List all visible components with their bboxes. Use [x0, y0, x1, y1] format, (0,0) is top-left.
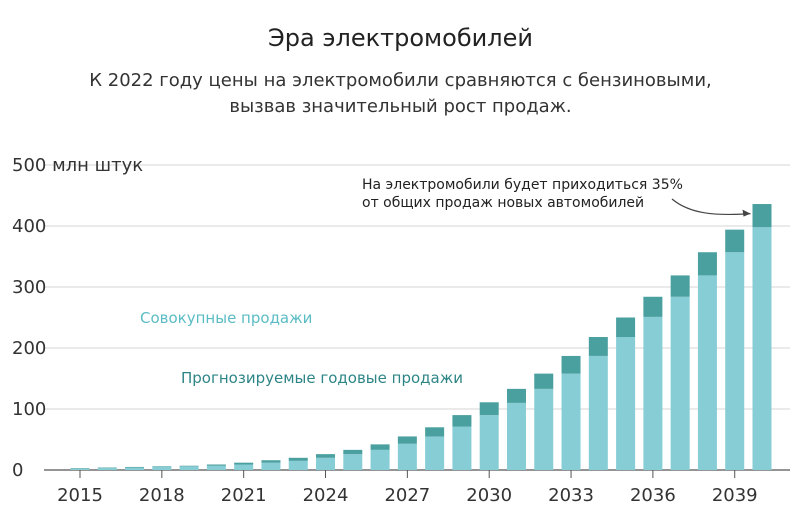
chart-title: Эра электромобилей — [268, 24, 533, 52]
bar-cumulative — [697, 275, 717, 470]
x-tick-label: 2015 — [57, 485, 103, 506]
annotation-text: На электромобили будет приходиться 35% о… — [362, 176, 683, 212]
bar-annual — [234, 462, 254, 465]
x-tick-label: 2033 — [548, 485, 594, 506]
bar-cumulative — [125, 467, 145, 470]
bar-cumulative — [70, 468, 90, 470]
bar-annual — [506, 388, 526, 403]
x-tick-label: 2018 — [139, 485, 185, 506]
bar-cumulative — [97, 468, 117, 470]
bar-annual — [479, 402, 499, 416]
legend-cumulative-label: Совокупные продажи — [140, 309, 313, 327]
bar-cumulative — [561, 373, 581, 470]
bar-annual — [152, 466, 172, 467]
bar-cumulative — [316, 457, 336, 470]
y-tick-label: 0 — [12, 460, 23, 481]
bar-cumulative — [179, 466, 199, 470]
bar-annual — [397, 436, 417, 444]
bar-cumulative — [643, 316, 663, 470]
bar-cumulative — [452, 426, 472, 470]
bar-annual — [561, 355, 581, 374]
bar-cumulative — [152, 466, 172, 470]
bar-annual — [70, 468, 90, 469]
bar-annual — [370, 444, 390, 450]
bar-annual — [316, 454, 336, 458]
bar-annual — [261, 460, 281, 463]
bar-annual — [179, 465, 199, 467]
annotation-arrow — [671, 198, 751, 216]
bar-cumulative — [234, 464, 254, 470]
bar-annual — [125, 466, 145, 468]
subtitle-line-2: вызвав значительный рост продаж. — [229, 96, 572, 117]
bar-cumulative — [370, 449, 390, 470]
bar-cumulative — [261, 462, 281, 470]
annotation-arrowhead — [742, 209, 751, 217]
bar-cumulative — [397, 443, 417, 470]
y-axis-top-label: 500 млн штук — [12, 155, 143, 176]
annotation-line-1: На электромобили будет приходиться 35% — [362, 177, 683, 193]
legend-annual-label: Прогнозируемые годовые продажи — [181, 369, 463, 387]
bar-annual — [643, 296, 663, 317]
x-tick-label: 2039 — [712, 485, 758, 506]
bar-annual — [97, 467, 117, 469]
annotation-line-2: от общих продаж новых автомобилей — [362, 195, 645, 211]
y-tick-label: 400 — [12, 216, 46, 237]
bar-cumulative — [670, 296, 690, 470]
bar-annual — [534, 373, 554, 389]
bar-annual — [725, 229, 745, 253]
bar-annual — [288, 457, 308, 461]
bar-cumulative — [479, 415, 499, 470]
x-tick-label: 2036 — [630, 485, 676, 506]
bar-annual — [452, 415, 472, 427]
bar-cumulative — [534, 388, 554, 470]
bar-annual — [697, 252, 717, 276]
bar-cumulative — [752, 227, 772, 470]
x-tick-label: 2030 — [466, 485, 512, 506]
bar-annual — [343, 449, 363, 455]
y-tick-label: 100 — [12, 399, 46, 420]
subtitle-line-1: К 2022 году цены на электромобили сравня… — [89, 70, 712, 91]
bar-cumulative — [288, 460, 308, 470]
bar-annual — [425, 427, 445, 437]
bar-cumulative — [206, 465, 226, 470]
bar-annual — [670, 275, 690, 297]
chart-subtitle: К 2022 году цены на электромобили сравня… — [0, 68, 801, 120]
bar-cumulative — [506, 402, 526, 470]
bar-annual — [588, 337, 608, 356]
x-tick-label: 2027 — [384, 485, 430, 506]
bar-cumulative — [343, 454, 363, 470]
bar-cumulative — [616, 337, 636, 470]
x-tick-label: 2024 — [303, 485, 349, 506]
y-tick-label: 200 — [12, 338, 46, 359]
y-tick-label: 300 — [12, 277, 46, 298]
bar-annual — [206, 464, 226, 466]
x-tick-label: 2021 — [221, 485, 267, 506]
bar-cumulative — [425, 436, 445, 470]
bar-cumulative — [588, 355, 608, 470]
bar-cumulative — [725, 252, 745, 470]
bar-annual — [752, 204, 772, 228]
bar-annual — [616, 317, 636, 338]
